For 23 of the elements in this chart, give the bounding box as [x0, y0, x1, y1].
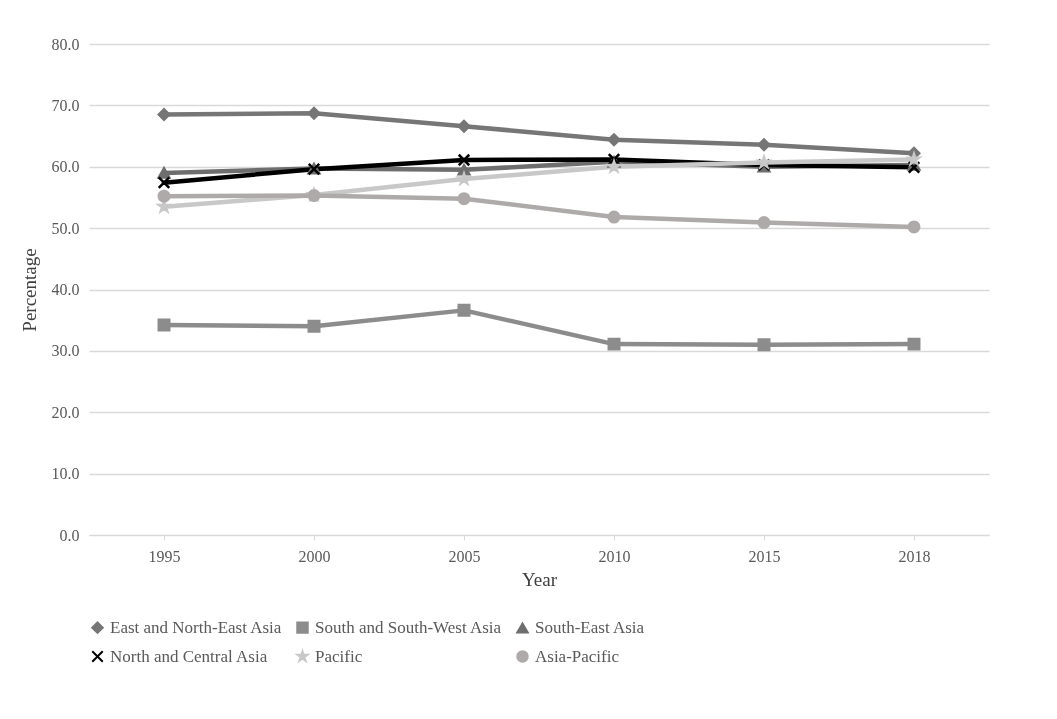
y-tick-label: 70.0	[51, 96, 80, 114]
y-tick-label: 80.0	[51, 35, 80, 53]
x-tick-label: 2005	[448, 547, 481, 565]
legend-label: South and South-West Asia	[315, 617, 502, 637]
x-tick-label: 1995	[148, 547, 181, 565]
y-tick-label: 30.0	[51, 342, 80, 360]
y-tick-label: 0.0	[59, 526, 80, 544]
legend-label: Pacific	[315, 646, 363, 666]
x-tick-label: 2000	[298, 547, 331, 565]
x-tick-label: 2018	[898, 547, 931, 565]
legend-label: East and North-East Asia	[110, 617, 282, 637]
y-tick-label: 40.0	[51, 281, 80, 298]
y-tick-label: 60.0	[51, 158, 80, 176]
x-axis-title: Year	[521, 568, 558, 590]
x-tick-label: 2010	[598, 547, 631, 565]
y-axis-title: Percentage	[18, 248, 40, 332]
legend-label: North and Central Asia	[110, 646, 268, 666]
y-tick-label: 10.0	[51, 465, 80, 483]
legend-label: Asia-Pacific	[535, 646, 620, 666]
x-tick-label: 2015	[748, 547, 781, 565]
y-tick-label: 50.0	[51, 219, 80, 237]
legend-label: South-East Asia	[535, 617, 645, 637]
y-tick-label: 20.0	[51, 403, 80, 421]
